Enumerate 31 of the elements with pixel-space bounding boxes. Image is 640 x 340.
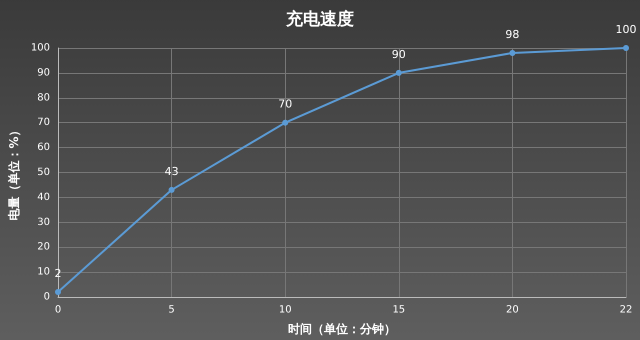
y-tick-label: 10 xyxy=(37,266,50,278)
data-label: 100 xyxy=(616,23,636,36)
y-tick-label: 40 xyxy=(37,192,50,203)
point xyxy=(623,45,629,51)
x-tick-label: 0 xyxy=(54,304,62,316)
data-label: 43 xyxy=(164,164,179,178)
y-tick-label: 20 xyxy=(37,242,50,253)
y-tick-label: 60 xyxy=(37,142,50,154)
data-label: 70 xyxy=(278,98,292,111)
point xyxy=(55,289,61,296)
point xyxy=(168,186,175,193)
y-tick-label: 100 xyxy=(30,42,50,54)
y-tick-label: 90 xyxy=(37,67,50,78)
data-label: 98 xyxy=(505,28,520,41)
x-tick-label: 10 xyxy=(278,304,292,316)
point xyxy=(282,120,288,126)
x-tick-label: 15 xyxy=(392,304,406,316)
point xyxy=(396,70,402,76)
y-tick-label: 50 xyxy=(37,167,50,178)
y-tick-label: 0 xyxy=(44,292,50,302)
point xyxy=(509,50,516,56)
x-tick-label: 20 xyxy=(506,304,519,316)
x-axis-title: 时间（单位：分钟） xyxy=(288,322,396,336)
y-axis-title: 电量（单位：%） xyxy=(7,124,22,221)
x-tick-label: 22 xyxy=(620,304,632,316)
y-tick-label: 80 xyxy=(37,92,50,104)
y-tick-label: 70 xyxy=(37,117,50,128)
data-label: 90 xyxy=(392,48,406,61)
x-tick-label: 5 xyxy=(168,304,175,316)
chart-title: 充电速度 xyxy=(285,10,354,30)
y-tick-label: 30 xyxy=(37,216,50,228)
